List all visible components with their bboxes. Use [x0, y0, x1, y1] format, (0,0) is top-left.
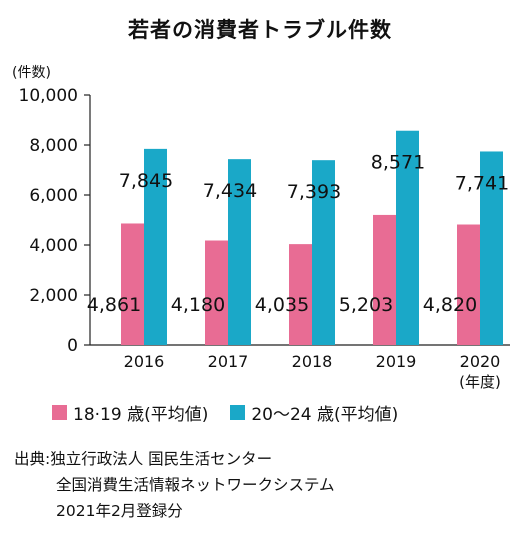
y-tick-label: 6,000 — [29, 186, 78, 206]
data-label-20-24: 7,845 — [119, 170, 173, 192]
y-tick-label: 10,000 — [19, 86, 78, 106]
data-label-18-19: 4,861 — [87, 294, 141, 316]
bar-20-24 — [480, 151, 503, 345]
bar-20-24 — [312, 160, 335, 345]
y-tick-label: 8,000 — [29, 136, 78, 156]
bar-18-19 — [121, 223, 144, 345]
source-line-1: 出典:独立行政法人 国民生活センター — [14, 450, 273, 468]
data-label-18-19: 4,820 — [423, 294, 477, 316]
data-label-18-19: 4,035 — [255, 294, 309, 316]
data-label-20-24: 7,434 — [203, 180, 257, 202]
x-tick-label: 2019 — [376, 352, 417, 371]
x-tick-label: 2016 — [124, 352, 165, 371]
bar-20-24 — [228, 159, 251, 345]
legend-item-20-24: 20〜24 歳(平均値) — [230, 400, 398, 425]
bar-18-19 — [457, 224, 480, 345]
data-label-20-24: 7,741 — [455, 172, 509, 194]
y-tick-label: 0 — [67, 336, 78, 356]
y-axis-unit-label: (件数) — [12, 65, 51, 81]
bar-20-24 — [396, 130, 419, 345]
legend-swatch-18-19 — [52, 405, 67, 420]
y-tick-label: 4,000 — [29, 236, 78, 256]
data-label-18-19: 5,203 — [339, 294, 393, 316]
x-tick-label: 2020 — [460, 352, 501, 371]
chart-title: 若者の消費者トラブル件数 — [128, 18, 392, 42]
bar-chart: 0 2,000 4,000 6,000 8,000 10,000 4,861 7,845 201… — [19, 86, 510, 391]
data-label-20-24: 8,571 — [371, 152, 425, 174]
legend-swatch-20-24 — [230, 405, 246, 420]
source-line-3: 2021年2月登録分 — [56, 502, 183, 520]
bar-18-19 — [373, 214, 396, 345]
legend-label-18-19: 18·19 歳(平均値) — [73, 405, 209, 425]
source-line-2: 全国消費生活情報ネットワークシステム — [56, 476, 335, 494]
data-label-18-19: 4,180 — [171, 294, 225, 316]
x-tick-sublabel: (年度) — [459, 373, 501, 391]
bar-18-19 — [289, 244, 312, 345]
x-tick-label: 2018 — [292, 352, 333, 371]
data-label-20-24: 7,393 — [287, 181, 341, 203]
x-tick-label: 2017 — [208, 352, 249, 371]
source-note: 出典:独立行政法人 国民生活センター 全国消費生活情報ネットワークシステム 20… — [14, 446, 335, 524]
legend-item-18-19: 18·19 歳(平均値) — [52, 400, 208, 425]
legend: 18·19 歳(平均値) 20〜24 歳(平均値) — [52, 400, 420, 425]
bar-18-19 — [205, 240, 228, 345]
bar-20-24 — [144, 148, 167, 345]
legend-label-20-24: 20〜24 歳(平均値) — [251, 405, 399, 425]
y-tick-label: 2,000 — [29, 286, 78, 306]
